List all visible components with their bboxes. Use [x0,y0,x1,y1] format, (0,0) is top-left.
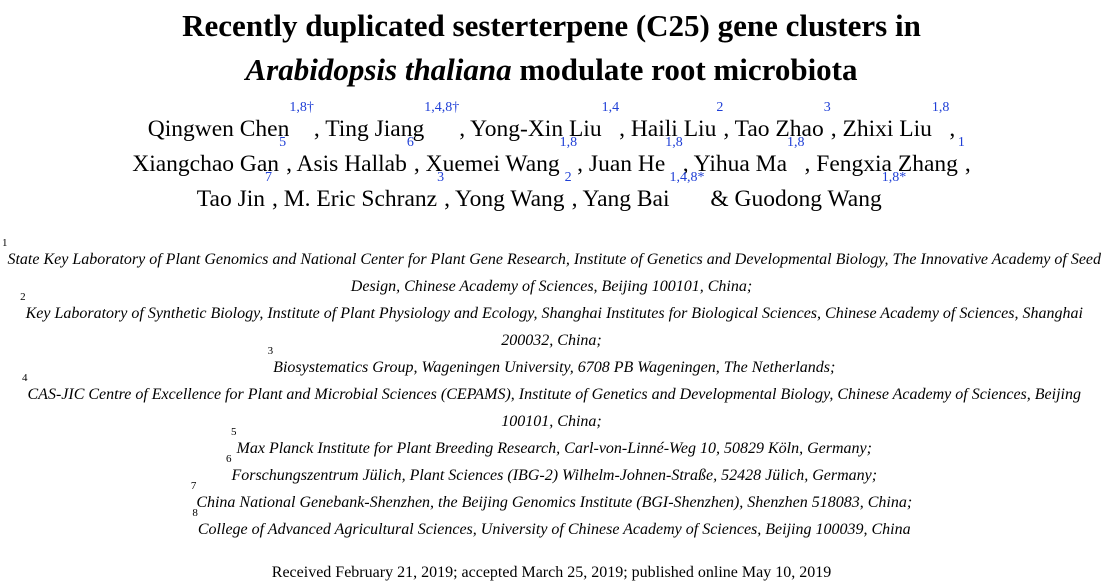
affiliation: 8 College of Advanced Agricultural Scienc… [0,508,1103,543]
author: Asis Hallab6 [296,136,414,178]
author: M. Eric Schranz3 [283,171,444,213]
author-affiliation-mark: 1,8† [289,100,314,115]
affiliation-number: 4 [22,372,28,384]
affiliation-text: China National Genebank-Shenzhen, the Be… [196,494,913,511]
paper-title: Recently duplicated sesterterpene (C25) … [0,4,1103,92]
author-name: Xiangchao Gan [132,151,280,177]
affiliation: 5 Max Planck Institute for Plant Breeding… [0,427,1103,462]
affiliation-number: 1 [1,237,8,249]
publication-history: Received February 21, 2019; accepted Mar… [271,564,832,581]
affiliation-number: 5 [231,426,237,438]
affiliation-text: College of Advanced Agricultural Science… [197,521,911,538]
author: Tao Zhao3 [734,101,831,143]
author-name: Haili Liu [630,116,717,142]
author: Fengxia Zhang1 [816,136,965,178]
author: Guodong Wang1,8* [734,171,907,213]
author-affiliation-mark: 2 [716,100,724,115]
affiliation-text: Key Laboratory of Synthetic Biology, Ins… [25,305,1083,349]
author-name: Qingwen Chen [147,116,290,142]
author: Xuemei Wang1,8 [425,136,578,178]
affiliation-number: 8 [192,507,198,519]
author-affiliation-mark: 1,8 [931,100,950,115]
author: Qingwen Chen1,8† [147,101,314,143]
author-affiliation-mark: 3 [823,100,831,115]
affiliation-text: Biosystematics Group, Wageningen Univers… [273,359,836,376]
author-name: Yihua Ma [693,151,788,177]
author-name: Yang Bai [582,186,670,212]
author: Yihua Ma1,8 [693,136,805,178]
author-affiliation-mark: 1,4 [601,100,620,115]
affiliation: 4 CAS-JIC Centre of Excellence for Plant … [0,373,1103,435]
author-name: Yong-Xin Liu [470,116,602,142]
author: Zhixi Liu1,8 [842,101,949,143]
affiliation: 6 Forschungszentrum Jülich, Plant Science… [0,454,1103,489]
title-line-2-rest: modulate root microbiota [511,52,858,87]
affiliation-text: Max Planck Institute for Plant Breeding … [236,440,872,457]
author-affiliation-mark: 3 [437,170,445,185]
affiliation-text: Forschungszentrum Jülich, Plant Sciences… [231,467,878,484]
author-affiliation-mark: 2 [564,170,572,185]
author-name: M. Eric Schranz [283,186,438,212]
author-affiliation-mark: 1,8 [559,135,578,150]
author-affiliation-mark: 1,8 [787,135,805,150]
author-affiliation-mark: 1,4,8† [424,100,460,115]
author-name: Yong Wang [455,186,565,212]
author-name: Asis Hallab [296,151,407,177]
author-name: Tao Zhao [734,116,824,142]
title-line-1: Recently duplicated sesterterpene (C25) … [182,8,921,43]
author-affiliation-mark: 1,8* [881,170,907,185]
affiliation-number: 7 [190,480,197,492]
affiliation-list: 1 State Key Laboratory of Plant Genomics … [0,238,1103,543]
affiliation-text: CAS-JIC Centre of Excellence for Plant a… [27,386,1082,430]
author: Yong Wang2 [455,171,572,213]
author: Ting Jiang1,4,8† [325,101,459,143]
affiliation: 1 State Key Laboratory of Plant Genomics … [0,238,1103,300]
author: Haili Liu2 [630,101,724,143]
author-name: Fengxia Zhang [816,151,958,177]
affiliation-number: 6 [225,453,232,465]
affiliation-number: 2 [20,291,26,303]
author-list: Qingwen Chen1,8†, Ting Jiang1,4,8†, Yong… [132,100,971,213]
author-name: Juan He [588,151,666,177]
author: Juan He1,8 [588,136,683,178]
title-species: Arabidopsis thaliana [245,52,512,87]
author-affiliation-mark: 5 [279,135,287,150]
author-affiliation-mark: 1 [957,135,965,150]
author: Tao Jin7 [196,171,272,213]
author-affiliation-mark: 1,4,8* [669,170,705,185]
affiliation-text: State Key Laboratory of Plant Genomics a… [7,251,1102,295]
affiliation: 7 China National Genebank-Shenzhen, the B… [0,481,1103,516]
author-name: Zhixi Liu [842,116,932,142]
author-name: Guodong Wang [734,186,882,212]
author: Yong-Xin Liu1,4 [470,101,619,143]
author-name: Xuemei Wang [425,151,560,177]
author-affiliation-mark: 6 [406,135,414,150]
affiliation: 2 Key Laboratory of Synthetic Biology, In… [0,292,1103,354]
author: Yang Bai1,4,8* [582,171,704,213]
affiliation-number: 3 [267,345,274,357]
author: Xiangchao Gan5 [132,136,286,178]
author-name: Tao Jin [196,186,265,212]
author-affiliation-mark: 7 [265,170,272,185]
affiliation: 3 Biosystematics Group, Wageningen Univer… [0,346,1103,381]
author-name: Ting Jiang [325,116,425,142]
author-affiliation-mark: 1,8 [665,135,683,150]
